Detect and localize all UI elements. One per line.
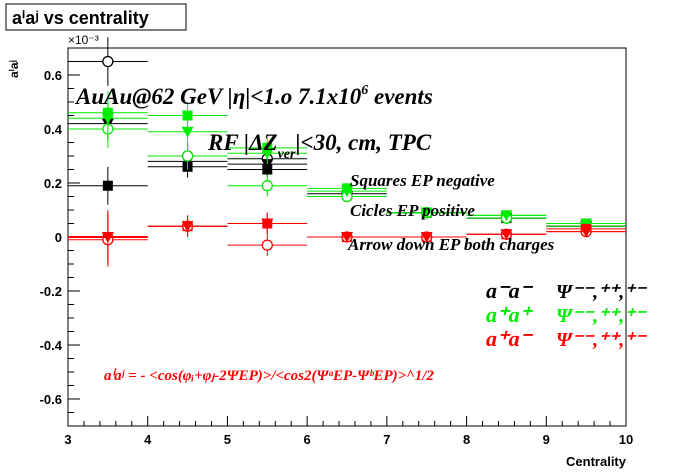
axis-ticks: 3 4 5 6 7 8 9 10 -0.6 -0.4 -0.2 0 0.2 0.4 0.6 <box>40 47 633 447</box>
x-tick-label: 3 <box>64 432 71 447</box>
triangle-marker <box>341 232 353 243</box>
x-tick-label: 5 <box>224 432 231 447</box>
data-marks <box>68 37 626 267</box>
note-arrow: Arrow down EP both charges <box>347 235 555 254</box>
y-tick-label: 0.2 <box>44 176 62 191</box>
note-circles: Cicles EP positive <box>350 201 475 220</box>
triangle-marker <box>261 218 274 230</box>
y-tick-label: -0.2 <box>40 284 62 299</box>
x-tick-label: 4 <box>144 432 152 447</box>
circle-marker <box>102 55 114 68</box>
annotation-line1-main: AuAu@62 GeV |η|<1.o 7.1x10 <box>74 84 362 109</box>
annotation-line1-sup: 6 <box>361 83 368 98</box>
title-box <box>5 3 187 31</box>
annotation-line2-sub: ver <box>278 147 296 162</box>
x-tick-label: 9 <box>543 432 550 447</box>
y-tick-label: -0.6 <box>40 392 62 407</box>
y-tick-label: 0.4 <box>44 122 63 137</box>
x-axis-label: Centrality <box>566 454 627 469</box>
circle-marker <box>261 180 273 192</box>
x-tick-label: 6 <box>304 432 311 447</box>
annotation-line2-a: RF |ΔZ <box>207 130 278 155</box>
legend-pair-1: a⁺a⁺ <box>486 302 534 327</box>
triangle-marker <box>181 126 194 138</box>
triangle-marker <box>500 210 513 222</box>
triangle-marker <box>420 207 433 219</box>
y-axis-label: aⁱaʲ <box>7 60 21 78</box>
y-tick-label: 0.6 <box>44 68 62 83</box>
legend-pair-0: a⁻a⁻ <box>486 278 534 303</box>
triangle-marker <box>420 232 433 243</box>
formula: aⁱaʲ = - <cos(φᵢ+φⱼ-2ΨEP)>/<cos2(ΨᵃEP-Ψᵇ… <box>104 368 434 384</box>
x-tick-label: 10 <box>619 432 633 447</box>
y-tick-label: 0 <box>55 230 62 245</box>
y-tick-label: -0.4 <box>40 338 63 353</box>
legend: a⁻a⁻ Ψ⁻⁻,⁺⁺,⁺⁻ a⁺a⁺ Ψ⁻⁻,⁺⁺,⁺⁻ a⁺a⁻ Ψ⁻⁻,⁺… <box>486 278 648 351</box>
square-marker <box>182 110 193 121</box>
triangle-marker <box>341 186 353 198</box>
legend-pair-2: a⁺a⁻ <box>486 326 534 351</box>
legend-psi-1: Ψ⁻⁻,⁺⁺,⁺⁻ <box>556 305 648 327</box>
triangle-marker <box>261 159 274 171</box>
annotation-line2-b: |<30, cm, TPC <box>295 130 431 155</box>
annotation-line2: RF |ΔZver|<30, cm, TPC <box>207 130 432 162</box>
circle-marker <box>261 239 273 251</box>
annotation-line1: AuAu@62 GeV |η|<1.o 7.1x106 events <box>74 83 433 109</box>
annotation-line1-end: events <box>368 84 433 109</box>
triangle-marker <box>101 113 114 125</box>
x-tick-label: 7 <box>383 432 390 447</box>
square-marker <box>102 180 113 191</box>
chart-title: aⁱaʲ vs centrality <box>12 8 149 28</box>
triangle-marker <box>580 226 593 238</box>
legend-psi-0: Ψ⁻⁻,⁺⁺,⁺⁻ <box>556 281 648 303</box>
triangle-marker <box>181 221 194 233</box>
x-tick-label: 8 <box>463 432 470 447</box>
legend-psi-2: Ψ⁻⁻,⁺⁺,⁺⁻ <box>556 329 648 351</box>
y-exponent-label: ×10⁻³ <box>68 33 99 47</box>
circle-marker <box>181 150 194 162</box>
note-squares: Squares EP negative <box>350 171 495 190</box>
triangle-marker <box>500 229 513 241</box>
triangle-marker <box>261 148 274 160</box>
